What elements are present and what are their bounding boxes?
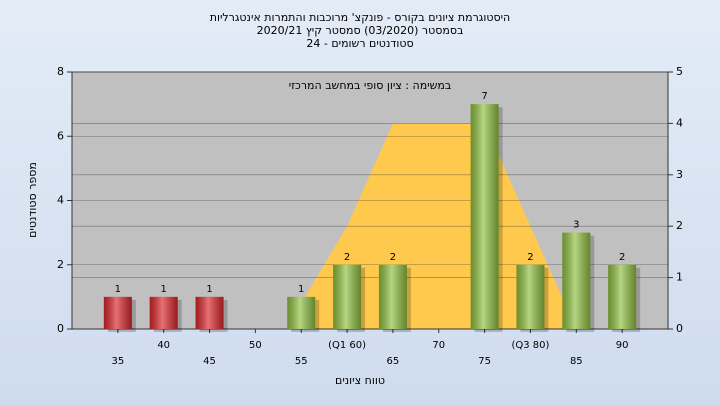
- value-label: 1: [206, 284, 212, 295]
- bar-shine: [195, 296, 224, 329]
- chart-title: היסטוגרמת ציונים בקורס - פונקצ' מרוכבות …: [210, 11, 511, 24]
- value-label: 7: [481, 91, 487, 102]
- x-tick-label: 90: [616, 340, 629, 351]
- y2-tick-label: 2: [676, 219, 683, 232]
- value-label: 1: [161, 284, 167, 295]
- value-label: 2: [390, 252, 396, 263]
- x-tick-label: 50: [249, 340, 262, 351]
- y-tick-label: 8: [57, 65, 64, 78]
- y-tick-label: 4: [57, 194, 64, 207]
- value-label: 2: [619, 252, 625, 263]
- bar-shine: [562, 232, 591, 329]
- y-tick-label: 0: [57, 322, 64, 335]
- y2-tick-label: 3: [676, 168, 683, 181]
- x-tick-label: 40: [157, 340, 170, 351]
- x-tick-label: 75: [478, 356, 491, 367]
- x-tick-label: 55: [295, 356, 308, 367]
- bar-shine: [608, 264, 637, 329]
- bar-shine: [103, 296, 132, 329]
- y2-tick-label: 4: [676, 116, 683, 129]
- bar-shine: [378, 264, 407, 329]
- bar-shine: [149, 296, 178, 329]
- value-label: 2: [344, 252, 350, 263]
- x-tick-label: 65: [387, 356, 400, 367]
- x-tick-label: 70: [432, 340, 445, 351]
- value-label: 2: [527, 252, 533, 263]
- y-axis-label: מספר סטודנטים: [26, 162, 39, 238]
- x-tick-label: (Q3 80): [511, 340, 549, 351]
- bar-shine: [470, 104, 499, 329]
- chart-subtitle: בסמסטר (03/2020) סמסטר קיץ 2020/21: [257, 24, 464, 37]
- y-tick-label: 6: [57, 129, 64, 142]
- x-tick-label: 85: [570, 356, 583, 367]
- x-tick-label: (Q1 60): [328, 340, 366, 351]
- y2-tick-label: 0: [676, 322, 683, 335]
- value-label: 3: [573, 220, 579, 231]
- x-tick-label: 35: [111, 356, 124, 367]
- bar-shine: [287, 296, 316, 329]
- chart-subtitle: סטודנטים רשומים - 24: [306, 37, 413, 50]
- x-tick-label: 45: [203, 356, 216, 367]
- annotation: במשימה : ציון סופי במחשב המרכזי: [289, 79, 452, 92]
- y2-tick-label: 5: [676, 65, 683, 78]
- y2-tick-label: 1: [676, 271, 683, 284]
- value-label: 1: [115, 284, 121, 295]
- x-axis-label: טווח ציונים: [335, 374, 385, 387]
- y-tick-label: 2: [57, 258, 64, 271]
- bar-shine: [333, 264, 362, 329]
- value-label: 1: [298, 284, 304, 295]
- bar-shine: [516, 264, 545, 329]
